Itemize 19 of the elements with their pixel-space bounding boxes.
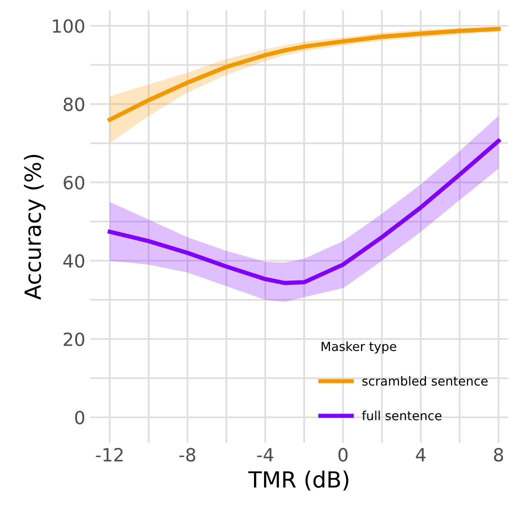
y-tick-label: 80 [64,98,84,112]
legend-label: full sentence [362,410,442,420]
line-series [108,138,501,286]
y-axis-title: Accuracy (%) [24,154,46,300]
y-tick-label: 100 [52,19,84,33]
x-tick-label: 4 [416,448,426,462]
y-tick-label: 20 [64,332,84,346]
y-tick-label: 60 [64,176,84,190]
legend-title: Masker type [322,341,396,354]
legend-label: scrambled sentence [362,376,488,386]
x-tick-label: 0 [338,448,348,462]
x-tick-label: -4 [257,448,274,462]
y-tick-label: 40 [63,254,84,268]
x-tick-label: -8 [179,448,196,462]
y-tick-label: 0 [75,410,84,424]
x-tick-label: -12 [96,448,123,462]
x-axis-title: TMR (dB) [248,470,348,490]
x-tick-label: 8 [494,448,504,462]
line-series [108,26,501,122]
